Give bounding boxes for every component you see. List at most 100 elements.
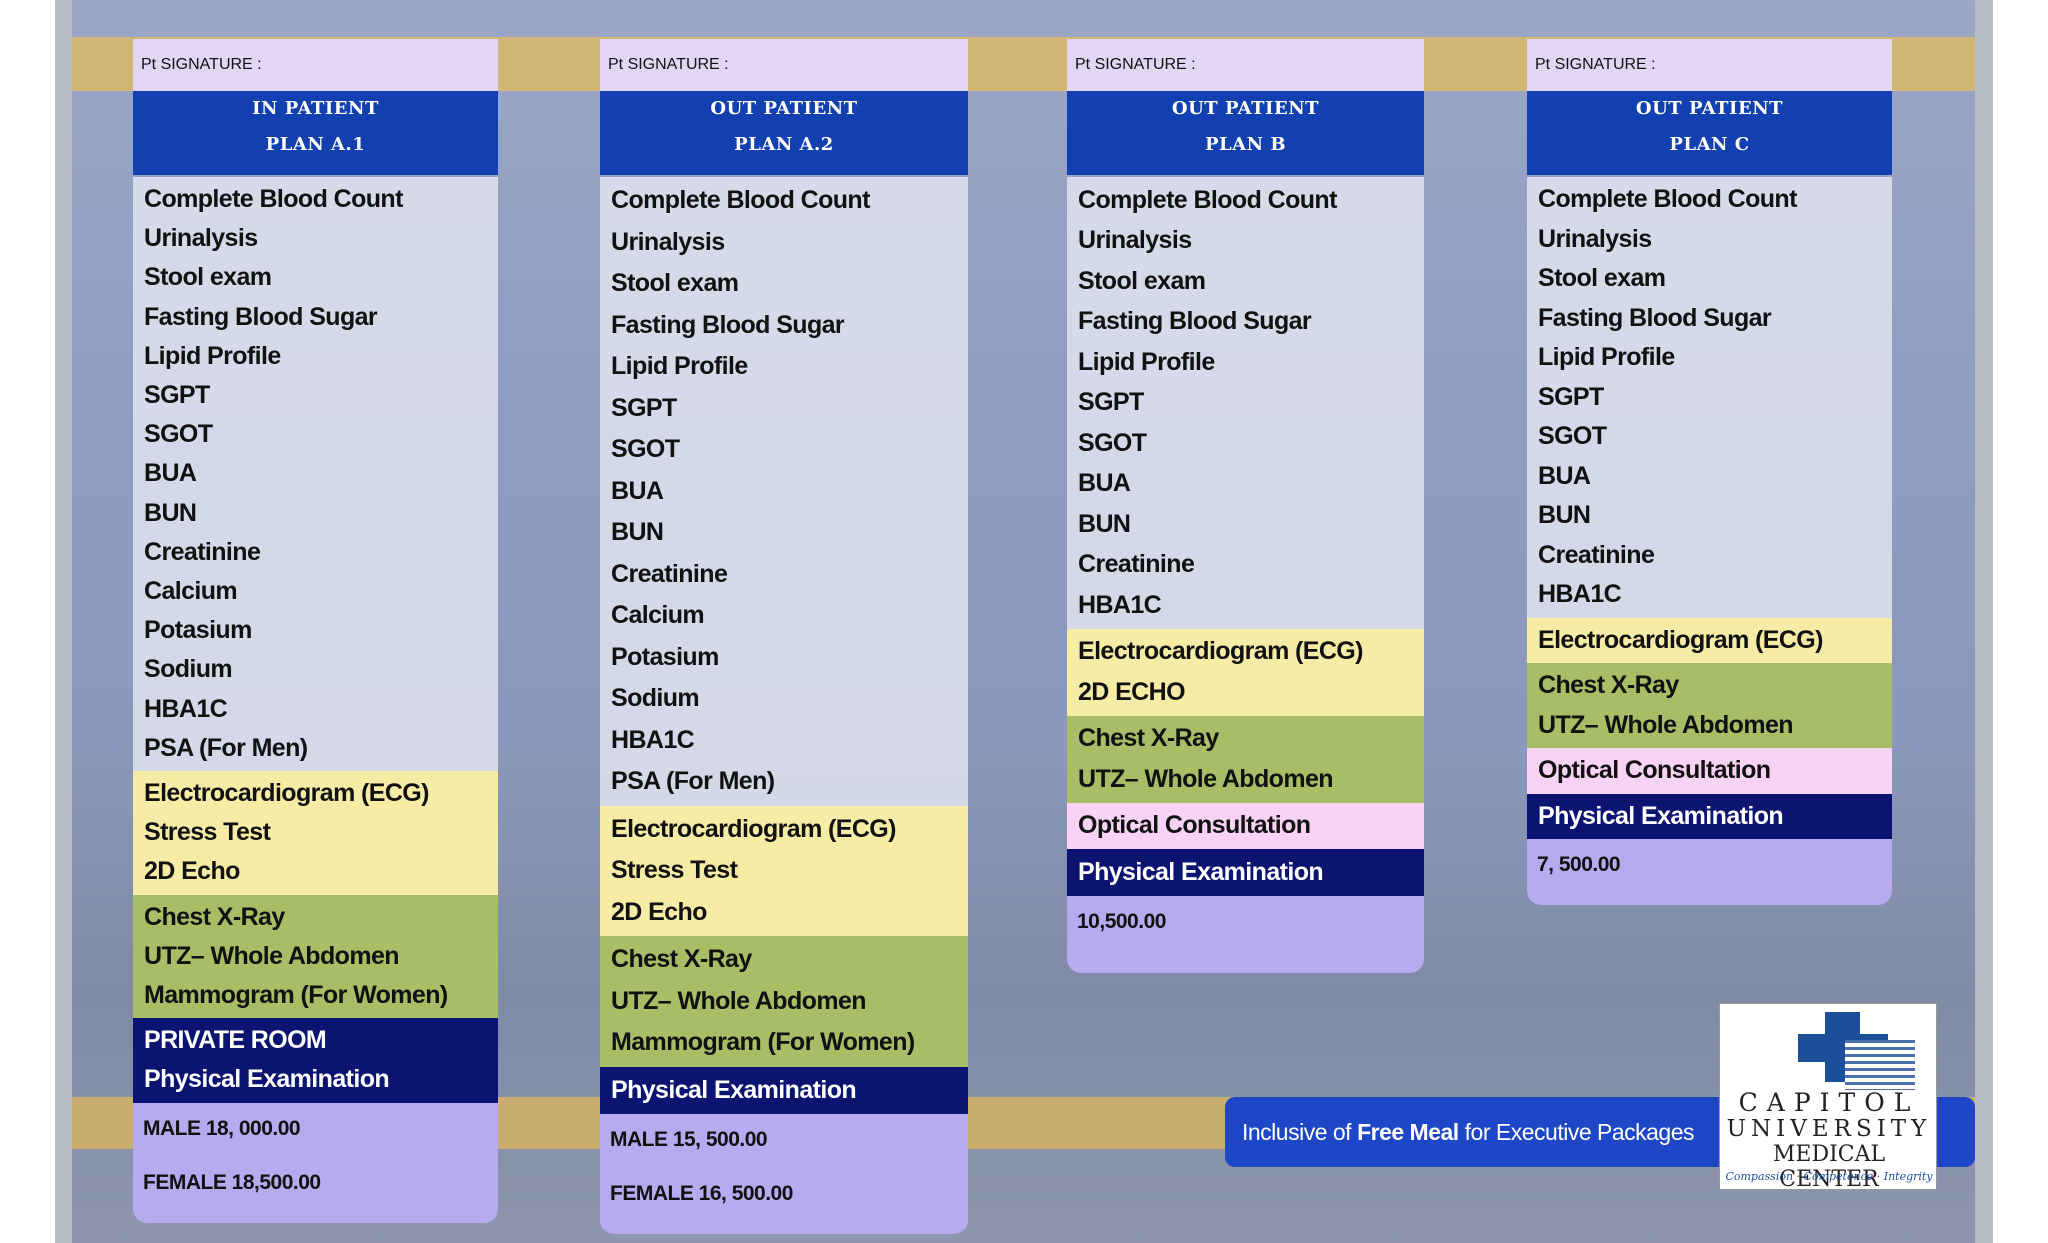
test-item: SGOT — [1078, 428, 1147, 457]
test-item: Chest X-Ray — [1538, 671, 1679, 700]
logo-tagline: Compassion · Competence · Integrity — [1725, 1170, 1933, 1183]
test-item: SGOT — [611, 435, 680, 464]
section — [1067, 177, 1424, 629]
test-item: HBA1C — [144, 694, 228, 723]
test-item: BUN — [144, 498, 197, 527]
test-item: Lipid Profile — [1078, 347, 1215, 376]
price-box — [1527, 839, 1892, 905]
test-item: Stool exam — [144, 263, 272, 292]
test-item: Urinalysis — [1538, 224, 1652, 253]
test-item: Urinalysis — [144, 224, 258, 253]
test-item: Optical Consultation — [1078, 811, 1311, 840]
test-item: Physical Examination — [611, 1075, 857, 1104]
test-item: HBA1C — [611, 725, 695, 754]
test-item: Optical Consultation — [1538, 756, 1771, 785]
plan-title: PLAN A.2 — [734, 134, 834, 155]
section — [1527, 663, 1892, 748]
test-item: Complete Blood Count — [144, 185, 403, 214]
logo-line: UNIVERSITY — [1726, 1116, 1932, 1142]
test-item: SGPT — [1538, 382, 1604, 411]
test-item: BUA — [144, 459, 197, 488]
test-item: Lipid Profile — [1538, 343, 1675, 372]
note-text: Inclusive of — [1242, 1118, 1352, 1145]
signature: Pt SIGNATURE : — [133, 39, 498, 91]
test-item: UTZ– Whole Abdomen — [144, 941, 400, 970]
plan-title: PLAN A.1 — [265, 134, 366, 155]
test-item: Complete Blood Count — [1078, 185, 1337, 214]
section — [1067, 628, 1424, 716]
test-item: Stool exam — [1538, 264, 1666, 293]
logo-line: CAPITOL — [1738, 1088, 1920, 1117]
section — [133, 177, 498, 771]
test-item: HBA1C — [1078, 590, 1162, 619]
test-item: Physical Examination — [1078, 857, 1324, 886]
test-item: PSA (For Men) — [144, 733, 308, 762]
test-item: Urinalysis — [611, 227, 725, 256]
signature: Pt SIGNATURE : — [1527, 39, 1892, 91]
test-item: Electrocardiogram (ECG) — [1538, 625, 1823, 654]
price-box — [1067, 895, 1424, 973]
section — [133, 894, 498, 1019]
test-item: 2D Echo — [611, 897, 707, 926]
test-item: BUN — [1538, 501, 1591, 530]
test-item: Creatinine — [144, 537, 261, 566]
test-item: Chest X-Ray — [1078, 724, 1219, 753]
test-item: PSA (For Men) — [611, 767, 775, 796]
test-item: Stool exam — [1078, 266, 1206, 295]
note-text: for Executive Packages — [1464, 1118, 1695, 1145]
section — [1527, 177, 1892, 618]
test-item: BUA — [1078, 469, 1131, 498]
test-item: Electrocardiogram (ECG) — [1078, 637, 1363, 666]
test-item: Stool exam — [611, 269, 739, 298]
section — [133, 1018, 498, 1103]
test-item: Electrocardiogram (ECG) — [144, 779, 429, 808]
test-item: SGPT — [611, 393, 677, 422]
plan-title: OUT PATIENT — [1171, 98, 1320, 119]
note-bold: Free Meal — [1357, 1118, 1459, 1145]
test-item: Urinalysis — [1078, 226, 1192, 255]
test-item: HBA1C — [1538, 580, 1622, 609]
section — [1527, 748, 1892, 794]
test-item: Fasting Blood Sugar — [1538, 303, 1772, 332]
test-item: Fasting Blood Sugar — [611, 310, 845, 339]
test-item: Electrocardiogram (ECG) — [611, 814, 896, 843]
logo-building — [1845, 1040, 1915, 1090]
section — [1067, 715, 1424, 803]
plan-header — [1527, 91, 1892, 175]
test-item: Complete Blood Count — [611, 186, 870, 215]
test-item: BUN — [611, 518, 664, 547]
test-item: Complete Blood Count — [1538, 185, 1797, 214]
test-item: UTZ– Whole Abdomen — [1538, 710, 1794, 739]
test-item: PRIVATE ROOM — [144, 1026, 327, 1055]
section — [600, 177, 968, 806]
test-item: UTZ– Whole Abdomen — [611, 986, 867, 1015]
section — [600, 936, 968, 1067]
plan-title: PLAN C — [1669, 134, 1750, 155]
plan-title: OUT PATIENT — [1635, 98, 1784, 119]
section — [600, 1066, 968, 1114]
signature: Pt SIGNATURE : — [600, 39, 968, 91]
price: 7, 500.00 — [1537, 853, 1621, 876]
section — [1527, 793, 1892, 839]
test-item: Sodium — [611, 684, 700, 713]
plan-header — [133, 91, 498, 175]
test-item: Lipid Profile — [611, 352, 748, 381]
plan-header — [1067, 91, 1424, 175]
signature: Pt SIGNATURE : — [1067, 39, 1424, 91]
logo: CAPITOL UNIVERSITY MEDICAL CENTER Compas… — [1719, 1003, 1937, 1192]
price: FEMALE 18,500.00 — [143, 1170, 321, 1194]
section — [133, 771, 498, 895]
price-box — [133, 1102, 498, 1223]
test-item: Creatinine — [1538, 540, 1655, 569]
test-item: Fasting Blood Sugar — [1078, 307, 1312, 336]
test-item: Physical Examination — [144, 1065, 390, 1094]
logo-line: MEDICAL CENTER — [1772, 1142, 1886, 1192]
price: 10,500.00 — [1077, 909, 1166, 933]
test-item: Sodium — [144, 655, 233, 684]
test-item: Calcium — [144, 577, 238, 606]
price-box — [600, 1114, 968, 1234]
plan-header — [600, 91, 968, 175]
test-item: Potasium — [144, 616, 252, 645]
test-item: Stress Test — [144, 818, 271, 847]
section — [1067, 802, 1424, 849]
